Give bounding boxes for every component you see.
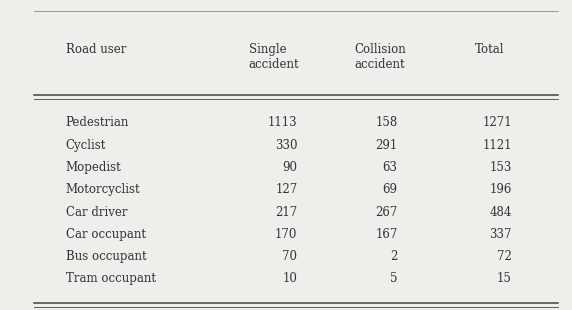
Text: 5: 5 [390,272,398,286]
Text: Cyclist: Cyclist [66,139,106,152]
Text: 484: 484 [490,206,512,219]
Text: 153: 153 [490,161,512,174]
Text: 1121: 1121 [482,139,512,152]
Text: 10: 10 [283,272,297,286]
Text: 167: 167 [375,228,398,241]
Text: 217: 217 [275,206,297,219]
Text: 170: 170 [275,228,297,241]
Text: Tram occupant: Tram occupant [66,272,156,286]
Text: 337: 337 [490,228,512,241]
Text: Single
accident: Single accident [249,43,300,71]
Text: Mopedist: Mopedist [66,161,121,174]
Text: 72: 72 [497,250,512,263]
Text: 2: 2 [390,250,398,263]
Text: 267: 267 [375,206,398,219]
Text: 63: 63 [383,161,398,174]
Text: 1271: 1271 [482,116,512,129]
Text: 90: 90 [283,161,297,174]
Text: Total: Total [475,43,505,56]
Text: Road user: Road user [66,43,126,56]
Text: 196: 196 [490,183,512,196]
Text: 69: 69 [383,183,398,196]
Text: 291: 291 [375,139,398,152]
Text: 330: 330 [275,139,297,152]
Text: 158: 158 [375,116,398,129]
Text: 70: 70 [283,250,297,263]
Text: Pedestrian: Pedestrian [66,116,129,129]
Text: Bus occupant: Bus occupant [66,250,146,263]
Text: 15: 15 [497,272,512,286]
Text: Collision
accident: Collision accident [355,43,406,71]
Text: 1113: 1113 [268,116,297,129]
Text: 127: 127 [275,183,297,196]
Text: Motorcyclist: Motorcyclist [66,183,140,196]
Text: Car driver: Car driver [66,206,128,219]
Text: Car occupant: Car occupant [66,228,146,241]
